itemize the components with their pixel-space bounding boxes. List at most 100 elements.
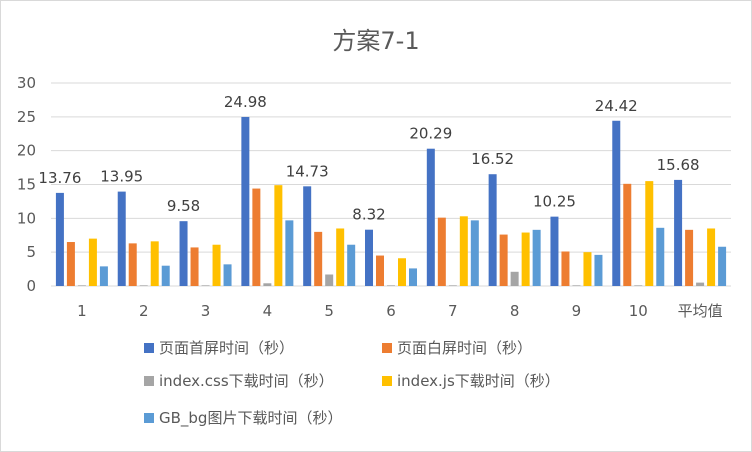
bar-series-5-cat-8: [532, 229, 541, 286]
legend: 页面首屏时间（秒） 页面白屏时间（秒） index.css下载时间（秒） index.…: [144, 339, 560, 428]
bar-series-3-cat-7: [448, 285, 457, 286]
data-label: 13.95: [100, 168, 143, 186]
bar-series-4-cat-11: [707, 228, 716, 286]
x-tick-label: 10: [629, 302, 648, 320]
bar-series-2-cat-6: [376, 255, 384, 286]
bar-series-2-cat-1: [66, 242, 75, 286]
bar-series-3-cat-8: [510, 271, 519, 286]
legend-swatch: [382, 343, 392, 353]
bar-series-1-cat-4: [241, 116, 250, 287]
y-tick-label: 20: [17, 142, 36, 160]
bar-series-3-cat-5: [325, 274, 334, 286]
bar-series-2-cat-7: [437, 217, 446, 286]
bar-series-1-cat-8: [488, 174, 497, 286]
legend-item-label: 页面首屏时间（秒）: [159, 339, 294, 357]
bar-series-5-cat-10: [656, 227, 665, 286]
y-tick-label: 25: [17, 108, 36, 126]
y-tick-label: 15: [17, 176, 36, 194]
y-tick-label: 5: [26, 243, 36, 261]
data-label: 24.98: [224, 93, 267, 111]
bar-series-5-cat-11: [718, 246, 727, 286]
legend-item-label: 页面白屏时间（秒）: [397, 339, 532, 357]
chart-title: 方案7-1: [332, 27, 419, 55]
bar-series-2-cat-11: [685, 229, 694, 286]
legend-swatch: [144, 343, 154, 353]
legend-swatch: [144, 376, 154, 386]
x-tick-label: 4: [263, 302, 273, 320]
y-tick-label: 10: [17, 209, 36, 227]
bar-series-3-cat-4: [263, 283, 272, 286]
legend-swatch: [382, 376, 392, 386]
data-label: 10.25: [533, 193, 576, 211]
x-tick-label: 8: [510, 302, 520, 320]
bar-series-1-cat-9: [550, 216, 559, 286]
bar-series-3-cat-2: [139, 285, 148, 286]
data-label: 24.42: [595, 97, 638, 115]
legend-item-label: index.css下载时间（秒）: [159, 372, 334, 390]
x-tick-label: 3: [201, 302, 211, 320]
bar-series-2-cat-2: [128, 243, 137, 286]
bar-series-4-cat-1: [88, 238, 97, 286]
bar-series-5-cat-1: [99, 266, 108, 286]
bar-series-4-cat-5: [336, 228, 345, 286]
y-tick-label: 30: [17, 74, 36, 92]
bar-series-5-cat-4: [285, 220, 294, 286]
legend-item-label: GB_bg图片下载时间（秒）: [159, 409, 342, 428]
bar-series-1-cat-2: [117, 191, 126, 286]
bar-series-3-cat-10: [634, 285, 643, 286]
bar-series-1-cat-3: [179, 221, 188, 286]
data-label: 16.52: [471, 150, 514, 168]
bar-series-4-cat-3: [212, 244, 221, 286]
bar-series-3-cat-11: [696, 282, 705, 286]
bar-series-1-cat-7: [426, 148, 435, 286]
bars: [55, 116, 727, 287]
data-label: 14.73: [286, 162, 329, 180]
data-labels: 13.76 13.95 9.58 24.98 14.73 8.32 20.29 16.52 10…: [38, 93, 699, 224]
data-label: 9.58: [167, 197, 200, 215]
bar-series-4-cat-10: [645, 181, 654, 286]
y-tick-label: 0: [26, 277, 36, 295]
data-label: 15.68: [657, 156, 700, 174]
bar-series-4-cat-7: [459, 216, 468, 286]
bar-series-4-cat-8: [521, 232, 530, 286]
bar-series-3-cat-6: [387, 285, 395, 286]
bar-series-1-cat-1: [55, 192, 64, 286]
x-tick-label: 平均值: [678, 302, 723, 320]
bar-series-4-cat-4: [274, 185, 283, 286]
data-label: 20.29: [409, 125, 452, 143]
bar-series-1-cat-10: [612, 120, 621, 287]
x-tick-label: 9: [572, 302, 582, 320]
bar-series-2-cat-4: [252, 188, 261, 286]
bar-series-5-cat-5: [347, 244, 356, 286]
bar-series-5-cat-7: [470, 220, 479, 286]
bar-series-2-cat-9: [561, 251, 570, 286]
bar-series-5-cat-2: [161, 265, 170, 286]
x-tick-label: 7: [448, 302, 458, 320]
bar-series-5-cat-6: [409, 268, 417, 286]
bar-series-2-cat-8: [499, 234, 508, 286]
bar-series-3-cat-3: [201, 285, 210, 286]
x-tick-label: 2: [139, 302, 149, 320]
x-tick-label: 6: [386, 302, 396, 320]
bar-series-2-cat-5: [314, 231, 323, 286]
data-label: 13.76: [38, 169, 81, 187]
bar-series-1-cat-6: [365, 229, 373, 286]
bar-series-4-cat-9: [583, 252, 592, 286]
bar-series-1-cat-5: [303, 186, 312, 286]
bar-series-4-cat-2: [150, 241, 159, 286]
data-label: 8.32: [352, 206, 385, 224]
x-axis-ticks: 1 2 3 4 5 6 7 8 9 10 平均值: [77, 302, 722, 320]
bar-series-4-cat-6: [398, 258, 406, 286]
gridlines: [51, 82, 731, 287]
bar-series-2-cat-10: [623, 183, 632, 286]
x-tick-label: 1: [77, 302, 87, 320]
bar-series-2-cat-3: [190, 247, 199, 286]
bar-series-5-cat-9: [594, 254, 603, 286]
bar-series-1-cat-11: [674, 179, 683, 286]
legend-swatch: [144, 413, 154, 423]
bar-series-3-cat-1: [77, 285, 86, 286]
bar-series-5-cat-3: [223, 264, 232, 286]
x-tick-label: 5: [324, 302, 334, 320]
